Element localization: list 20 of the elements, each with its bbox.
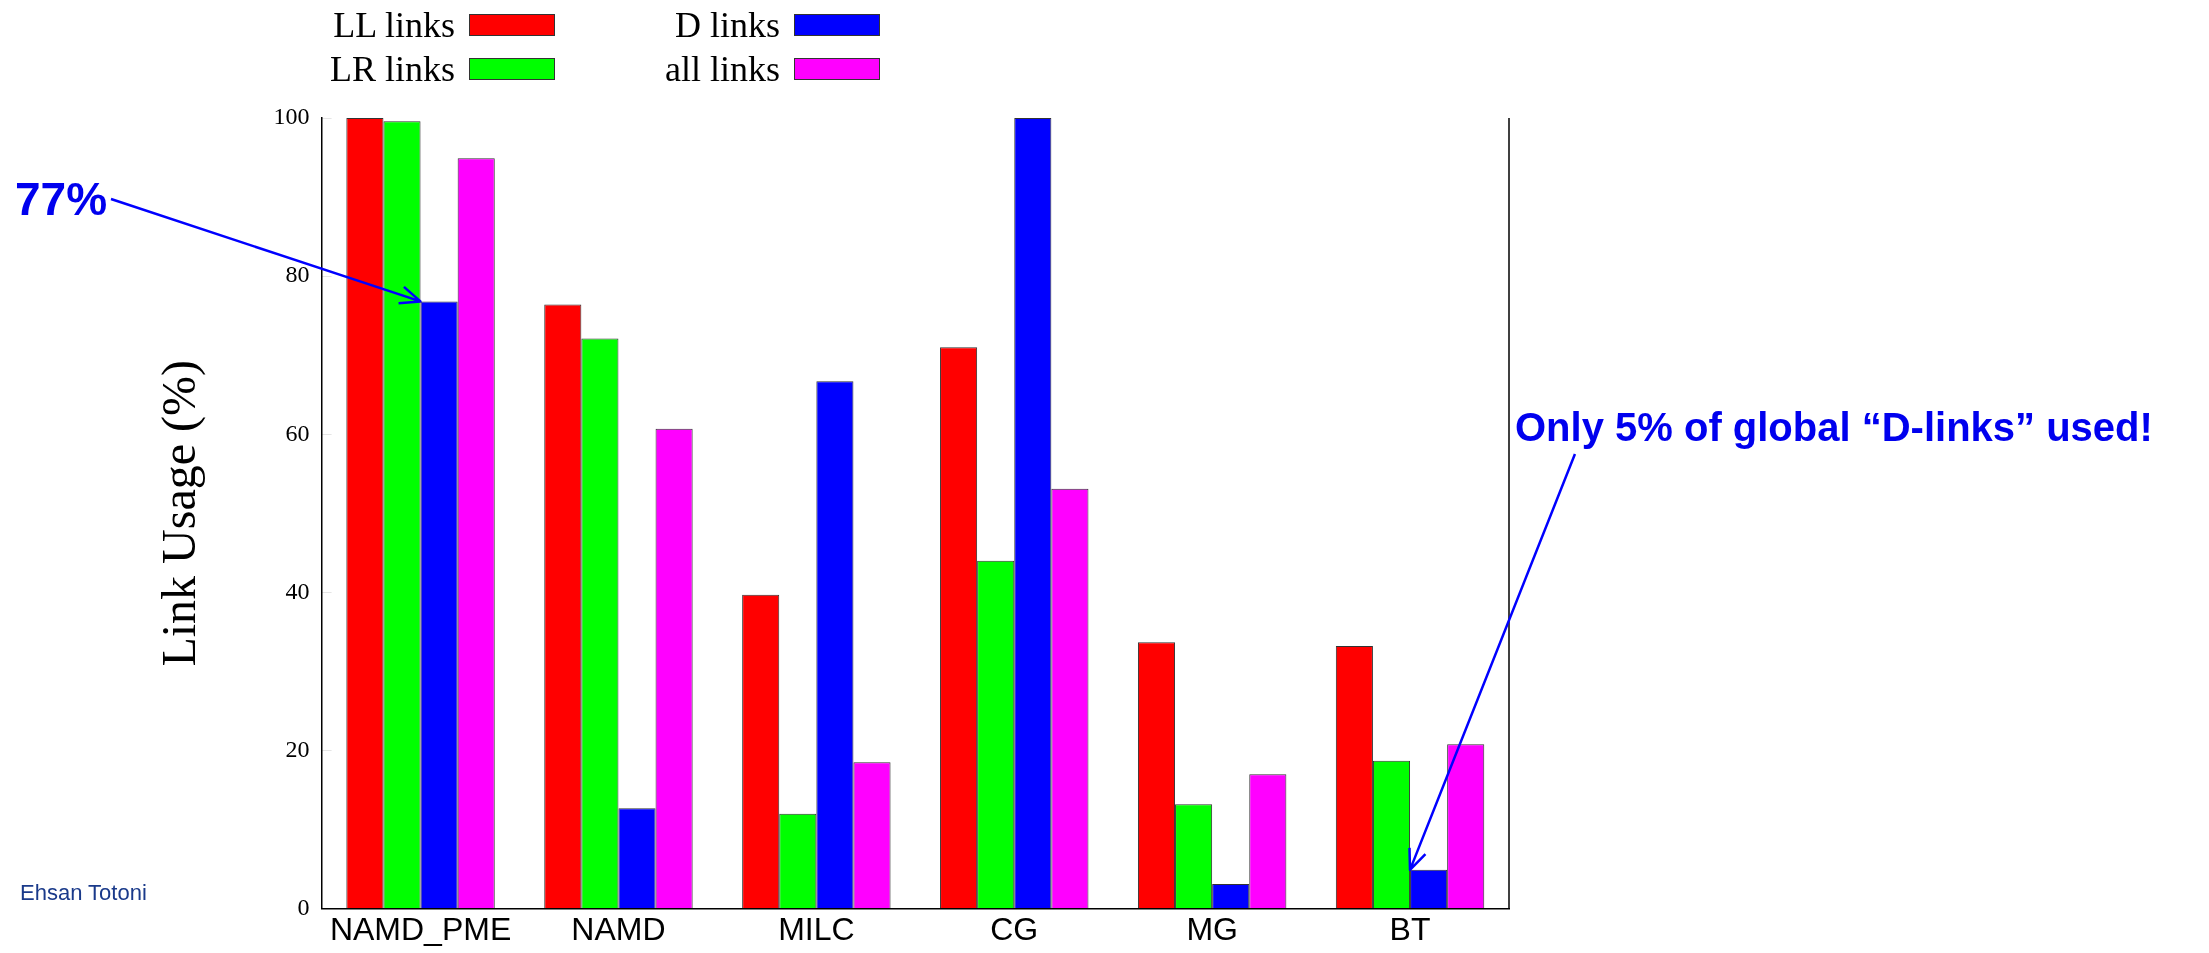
legend-label: LR links xyxy=(330,48,456,90)
legend-label: LL links xyxy=(333,4,456,46)
x-tick-label: MILC xyxy=(778,910,855,947)
x-tick-label: MG xyxy=(1186,910,1238,947)
annotation: 77% xyxy=(15,172,108,226)
y-tick-label: 20 xyxy=(285,735,310,762)
x-tick-label: CG xyxy=(990,910,1039,947)
y-tick-label: 60 xyxy=(285,419,310,446)
y-axis-title: Link Usage (%) xyxy=(152,360,207,667)
y-tick-label: 40 xyxy=(285,577,310,604)
x-tick-label: NAMD xyxy=(571,910,666,947)
y-tick-label: 0 xyxy=(297,893,310,920)
y-tick-label: 80 xyxy=(285,261,310,288)
annotation: Only 5% of global “D-links” used! xyxy=(1515,405,2153,450)
x-tick-label: NAMD_PME xyxy=(329,910,512,947)
legend-label: D links xyxy=(675,4,781,46)
x-tick-label: BT xyxy=(1389,910,1431,947)
y-tick-label: 100 xyxy=(273,103,310,130)
legend-label: all links xyxy=(665,48,781,90)
text: Ehsan Totoni xyxy=(20,880,147,906)
